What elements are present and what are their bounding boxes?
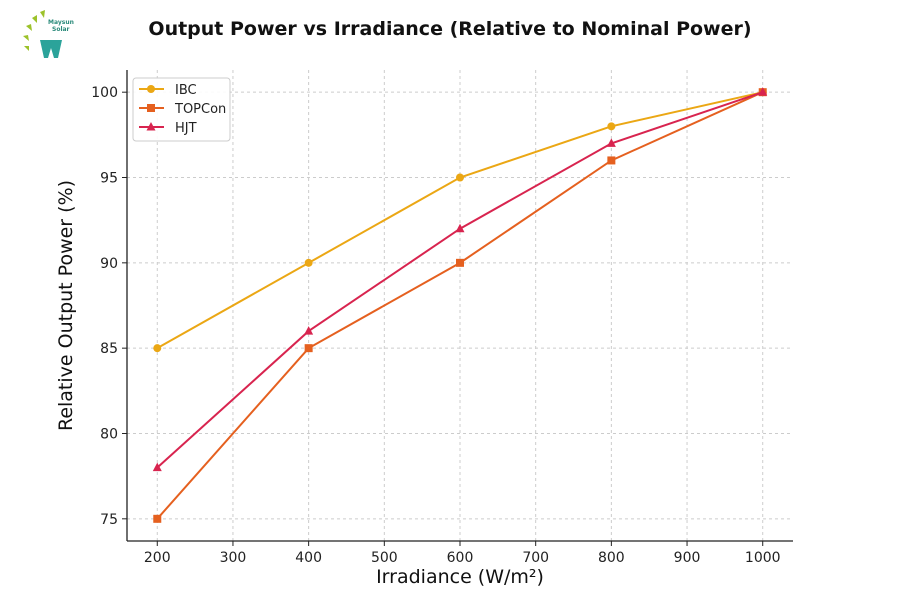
x-tick-label: 400 (295, 550, 322, 566)
legend-marker (147, 85, 155, 93)
chart-title: Output Power vs Irradiance (Relative to … (148, 18, 752, 40)
data-point-ibc (456, 173, 464, 182)
x-tick-label: 300 (220, 550, 247, 566)
y-tick-label: 95 (100, 171, 118, 187)
legend-marker (146, 122, 156, 131)
x-tick-label: 200 (144, 550, 171, 566)
x-tick-label: 1000 (745, 550, 781, 566)
data-point-ibc (607, 122, 616, 131)
legend-label: HJT (175, 121, 197, 136)
x-axis-label: Irradiance (W/m²) (376, 566, 544, 588)
data-point-topcon (607, 156, 616, 165)
data-point-hjt (606, 138, 616, 147)
y-tick-label: 75 (100, 512, 118, 528)
maysun-solar-logo: Maysun Solar (23, 10, 74, 58)
legend-marker (147, 104, 155, 112)
x-tick-label: 900 (674, 550, 701, 566)
data-point-topcon (153, 514, 162, 523)
y-tick-label: 80 (100, 426, 118, 442)
data-point-hjt (455, 223, 465, 233)
y-axis-label: Relative Output Power (%) (55, 180, 77, 431)
legend-box (132, 77, 231, 142)
x-tick-label: 500 (371, 550, 398, 566)
y-tick-label: 100 (91, 85, 118, 101)
data-point-hjt (304, 326, 314, 335)
svg-text:Solar: Solar (52, 26, 70, 33)
data-point-hjt (758, 87, 768, 96)
x-tick-label: 600 (447, 550, 474, 566)
y-tick-label: 90 (100, 256, 118, 272)
svg-text:Maysun: Maysun (48, 19, 74, 26)
data-point-hjt (152, 462, 162, 472)
data-point-ibc (153, 344, 162, 353)
legend-label: TOPCon (174, 102, 226, 117)
x-tick-label: 800 (598, 550, 625, 566)
data-point-topcon (456, 258, 464, 267)
legend-label: IBC (175, 83, 197, 98)
y-tick-label: 85 (100, 341, 118, 357)
data-point-topcon (304, 344, 313, 353)
x-tick-label: 700 (522, 550, 549, 566)
data-point-ibc (304, 258, 313, 267)
